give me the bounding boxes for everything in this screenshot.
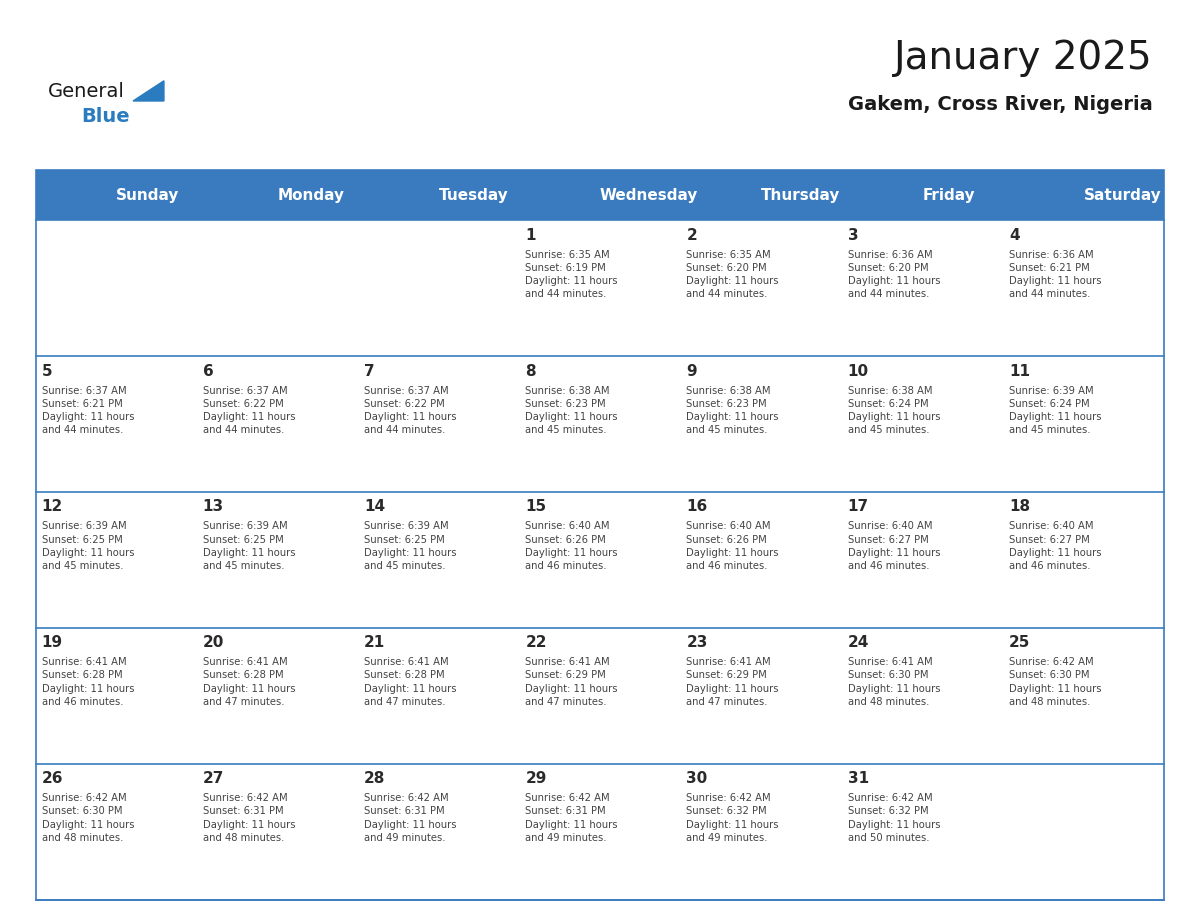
- FancyBboxPatch shape: [36, 170, 1164, 220]
- Text: Sunday: Sunday: [116, 187, 179, 203]
- FancyBboxPatch shape: [36, 492, 1164, 628]
- Text: Sunrise: 6:37 AM
Sunset: 6:22 PM
Daylight: 11 hours
and 44 minutes.: Sunrise: 6:37 AM Sunset: 6:22 PM Dayligh…: [364, 386, 456, 435]
- Text: 8: 8: [525, 364, 536, 378]
- Text: Sunrise: 6:39 AM
Sunset: 6:25 PM
Daylight: 11 hours
and 45 minutes.: Sunrise: 6:39 AM Sunset: 6:25 PM Dayligh…: [364, 521, 456, 571]
- Text: Sunrise: 6:40 AM
Sunset: 6:26 PM
Daylight: 11 hours
and 46 minutes.: Sunrise: 6:40 AM Sunset: 6:26 PM Dayligh…: [525, 521, 618, 571]
- Text: Sunrise: 6:42 AM
Sunset: 6:30 PM
Daylight: 11 hours
and 48 minutes.: Sunrise: 6:42 AM Sunset: 6:30 PM Dayligh…: [1009, 657, 1101, 707]
- Text: Blue: Blue: [81, 106, 129, 126]
- Text: Sunrise: 6:36 AM
Sunset: 6:20 PM
Daylight: 11 hours
and 44 minutes.: Sunrise: 6:36 AM Sunset: 6:20 PM Dayligh…: [848, 250, 940, 299]
- Text: 13: 13: [203, 499, 223, 514]
- Text: Sunrise: 6:35 AM
Sunset: 6:20 PM
Daylight: 11 hours
and 44 minutes.: Sunrise: 6:35 AM Sunset: 6:20 PM Dayligh…: [687, 250, 779, 299]
- Text: 20: 20: [203, 635, 225, 650]
- Text: Sunrise: 6:42 AM
Sunset: 6:30 PM
Daylight: 11 hours
and 48 minutes.: Sunrise: 6:42 AM Sunset: 6:30 PM Dayligh…: [42, 793, 134, 843]
- Text: Sunrise: 6:42 AM
Sunset: 6:32 PM
Daylight: 11 hours
and 49 minutes.: Sunrise: 6:42 AM Sunset: 6:32 PM Dayligh…: [687, 793, 779, 843]
- Text: 2: 2: [687, 228, 697, 242]
- Text: Sunrise: 6:39 AM
Sunset: 6:24 PM
Daylight: 11 hours
and 45 minutes.: Sunrise: 6:39 AM Sunset: 6:24 PM Dayligh…: [1009, 386, 1101, 435]
- Text: Friday: Friday: [922, 187, 975, 203]
- Text: 10: 10: [848, 364, 868, 378]
- Text: Sunrise: 6:40 AM
Sunset: 6:27 PM
Daylight: 11 hours
and 46 minutes.: Sunrise: 6:40 AM Sunset: 6:27 PM Dayligh…: [848, 521, 940, 571]
- Text: Tuesday: Tuesday: [438, 187, 508, 203]
- Text: 23: 23: [687, 635, 708, 650]
- Text: Sunrise: 6:37 AM
Sunset: 6:21 PM
Daylight: 11 hours
and 44 minutes.: Sunrise: 6:37 AM Sunset: 6:21 PM Dayligh…: [42, 386, 134, 435]
- Text: Monday: Monday: [278, 187, 345, 203]
- Text: 21: 21: [364, 635, 385, 650]
- Text: 1: 1: [525, 228, 536, 242]
- Text: Sunrise: 6:41 AM
Sunset: 6:28 PM
Daylight: 11 hours
and 47 minutes.: Sunrise: 6:41 AM Sunset: 6:28 PM Dayligh…: [203, 657, 296, 707]
- Text: Sunrise: 6:38 AM
Sunset: 6:23 PM
Daylight: 11 hours
and 45 minutes.: Sunrise: 6:38 AM Sunset: 6:23 PM Dayligh…: [525, 386, 618, 435]
- Text: Sunrise: 6:38 AM
Sunset: 6:24 PM
Daylight: 11 hours
and 45 minutes.: Sunrise: 6:38 AM Sunset: 6:24 PM Dayligh…: [848, 386, 940, 435]
- Text: Saturday: Saturday: [1083, 187, 1162, 203]
- Text: Sunrise: 6:41 AM
Sunset: 6:28 PM
Daylight: 11 hours
and 46 minutes.: Sunrise: 6:41 AM Sunset: 6:28 PM Dayligh…: [42, 657, 134, 707]
- Text: 30: 30: [687, 771, 708, 786]
- Text: 24: 24: [848, 635, 870, 650]
- Text: Sunrise: 6:38 AM
Sunset: 6:23 PM
Daylight: 11 hours
and 45 minutes.: Sunrise: 6:38 AM Sunset: 6:23 PM Dayligh…: [687, 386, 779, 435]
- Text: 4: 4: [1009, 228, 1019, 242]
- Text: 27: 27: [203, 771, 225, 786]
- Text: Gakem, Cross River, Nigeria: Gakem, Cross River, Nigeria: [847, 95, 1152, 114]
- Text: Sunrise: 6:42 AM
Sunset: 6:31 PM
Daylight: 11 hours
and 49 minutes.: Sunrise: 6:42 AM Sunset: 6:31 PM Dayligh…: [525, 793, 618, 843]
- Text: January 2025: January 2025: [893, 39, 1152, 76]
- Text: 16: 16: [687, 499, 708, 514]
- Text: 3: 3: [848, 228, 859, 242]
- Text: Thursday: Thursday: [762, 187, 841, 203]
- Text: Sunrise: 6:39 AM
Sunset: 6:25 PM
Daylight: 11 hours
and 45 minutes.: Sunrise: 6:39 AM Sunset: 6:25 PM Dayligh…: [203, 521, 296, 571]
- Text: 15: 15: [525, 499, 546, 514]
- Text: Wednesday: Wednesday: [600, 187, 699, 203]
- Text: 22: 22: [525, 635, 546, 650]
- Text: 7: 7: [364, 364, 374, 378]
- Text: Sunrise: 6:41 AM
Sunset: 6:28 PM
Daylight: 11 hours
and 47 minutes.: Sunrise: 6:41 AM Sunset: 6:28 PM Dayligh…: [364, 657, 456, 707]
- Text: Sunrise: 6:42 AM
Sunset: 6:32 PM
Daylight: 11 hours
and 50 minutes.: Sunrise: 6:42 AM Sunset: 6:32 PM Dayligh…: [848, 793, 940, 843]
- FancyBboxPatch shape: [36, 356, 1164, 492]
- Text: Sunrise: 6:40 AM
Sunset: 6:27 PM
Daylight: 11 hours
and 46 minutes.: Sunrise: 6:40 AM Sunset: 6:27 PM Dayligh…: [1009, 521, 1101, 571]
- Text: 31: 31: [848, 771, 868, 786]
- FancyBboxPatch shape: [36, 220, 1164, 356]
- Text: Sunrise: 6:42 AM
Sunset: 6:31 PM
Daylight: 11 hours
and 48 minutes.: Sunrise: 6:42 AM Sunset: 6:31 PM Dayligh…: [203, 793, 296, 843]
- Text: Sunrise: 6:41 AM
Sunset: 6:29 PM
Daylight: 11 hours
and 47 minutes.: Sunrise: 6:41 AM Sunset: 6:29 PM Dayligh…: [525, 657, 618, 707]
- Text: 5: 5: [42, 364, 52, 378]
- Text: 26: 26: [42, 771, 63, 786]
- Text: 29: 29: [525, 771, 546, 786]
- Text: 9: 9: [687, 364, 697, 378]
- Text: 28: 28: [364, 771, 385, 786]
- FancyBboxPatch shape: [36, 628, 1164, 764]
- Text: 18: 18: [1009, 499, 1030, 514]
- Text: Sunrise: 6:35 AM
Sunset: 6:19 PM
Daylight: 11 hours
and 44 minutes.: Sunrise: 6:35 AM Sunset: 6:19 PM Dayligh…: [525, 250, 618, 299]
- Text: Sunrise: 6:36 AM
Sunset: 6:21 PM
Daylight: 11 hours
and 44 minutes.: Sunrise: 6:36 AM Sunset: 6:21 PM Dayligh…: [1009, 250, 1101, 299]
- Text: 19: 19: [42, 635, 63, 650]
- Text: 25: 25: [1009, 635, 1030, 650]
- Text: 12: 12: [42, 499, 63, 514]
- FancyBboxPatch shape: [36, 764, 1164, 900]
- Text: Sunrise: 6:40 AM
Sunset: 6:26 PM
Daylight: 11 hours
and 46 minutes.: Sunrise: 6:40 AM Sunset: 6:26 PM Dayligh…: [687, 521, 779, 571]
- Text: Sunrise: 6:41 AM
Sunset: 6:30 PM
Daylight: 11 hours
and 48 minutes.: Sunrise: 6:41 AM Sunset: 6:30 PM Dayligh…: [848, 657, 940, 707]
- Text: Sunrise: 6:41 AM
Sunset: 6:29 PM
Daylight: 11 hours
and 47 minutes.: Sunrise: 6:41 AM Sunset: 6:29 PM Dayligh…: [687, 657, 779, 707]
- Text: Sunrise: 6:37 AM
Sunset: 6:22 PM
Daylight: 11 hours
and 44 minutes.: Sunrise: 6:37 AM Sunset: 6:22 PM Dayligh…: [203, 386, 296, 435]
- Text: 17: 17: [848, 499, 868, 514]
- Text: Sunrise: 6:39 AM
Sunset: 6:25 PM
Daylight: 11 hours
and 45 minutes.: Sunrise: 6:39 AM Sunset: 6:25 PM Dayligh…: [42, 521, 134, 571]
- Text: 6: 6: [203, 364, 214, 378]
- Text: 14: 14: [364, 499, 385, 514]
- Text: General: General: [48, 82, 125, 101]
- Text: 11: 11: [1009, 364, 1030, 378]
- Polygon shape: [133, 81, 164, 101]
- Text: Sunrise: 6:42 AM
Sunset: 6:31 PM
Daylight: 11 hours
and 49 minutes.: Sunrise: 6:42 AM Sunset: 6:31 PM Dayligh…: [364, 793, 456, 843]
